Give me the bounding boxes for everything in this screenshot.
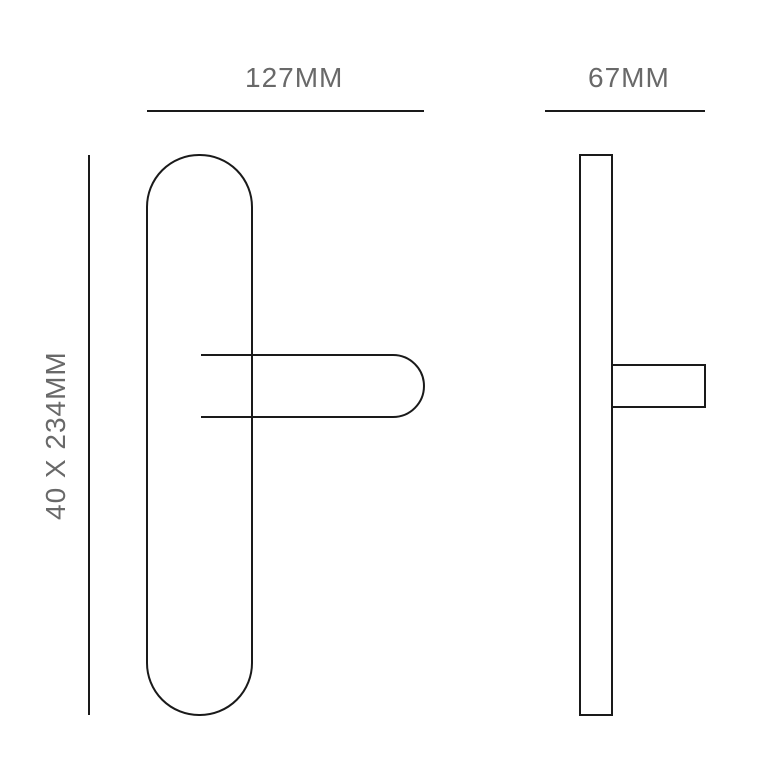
dimension-rule-front-width [147, 110, 424, 112]
dimension-label-plate-size: 40 X 234MM [40, 351, 72, 520]
front-backplate [147, 155, 252, 715]
front-view [140, 150, 440, 730]
technical-diagram: 127MM 67MM 40 X 234MM [0, 0, 768, 768]
side-view [570, 150, 750, 730]
front-lever-handle [201, 355, 424, 417]
dimension-label-front-width: 127MM [245, 62, 343, 94]
side-backplate [580, 155, 612, 715]
dimension-rule-plate-height [88, 155, 90, 715]
dimension-rule-side-width [545, 110, 705, 112]
side-lever-handle [612, 365, 705, 407]
dimension-label-side-width: 67MM [588, 62, 670, 94]
